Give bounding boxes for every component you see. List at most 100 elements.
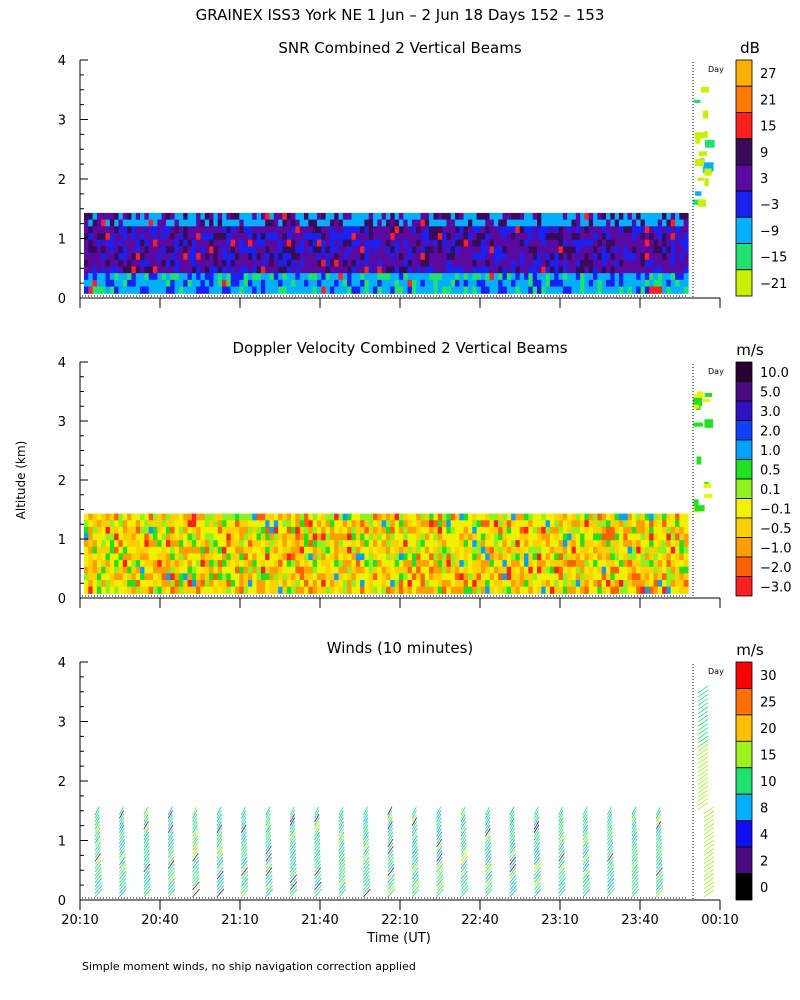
x-tick-label: 20:10 [61, 913, 98, 928]
snr-colorbar-swatch [735, 216, 753, 244]
wind-colorbar-label: 4 [760, 828, 768, 843]
wind-colorbar-label: 25 [760, 696, 777, 711]
wind-colorbar-unit: m/s [736, 641, 764, 659]
dop-colorbar-swatch [735, 459, 753, 480]
dop-colorbar-label: −0.1 [760, 502, 792, 517]
dop-colorbar-label: 0.5 [760, 463, 781, 478]
snr-y-tick-label: 1 [58, 233, 66, 248]
dop-colorbar-swatch [735, 439, 753, 460]
snr-colorbar-swatch [735, 164, 753, 192]
dop-colorbar-label: 5.0 [760, 385, 781, 400]
dop-colorbar-swatch [735, 498, 753, 519]
dop-colorbar-swatch [735, 420, 753, 441]
dop-field [84, 391, 714, 594]
footnote: Simple moment winds, no ship navigation … [82, 960, 416, 973]
snr-y-tick-label: 4 [58, 54, 66, 69]
dop-colorbar-label: 0.1 [760, 483, 781, 498]
snr-colorbar-label: 3 [760, 172, 768, 187]
y-axis-label: Altitude (km) [14, 441, 28, 520]
snr-colorbar-label: 15 [760, 120, 777, 135]
snr-y-tick-label: 3 [58, 114, 66, 129]
wind-colorbar-label: 2 [760, 854, 768, 869]
snr-colorbar-label: −3 [760, 198, 779, 213]
wind-y-tick-label: 0 [58, 894, 66, 909]
dop-colorbar-label: 10.0 [760, 366, 789, 381]
dop-colorbar-swatch [735, 537, 753, 558]
winds-panel-title: Winds (10 minutes) [327, 639, 474, 657]
snr-colorbar-label: −15 [760, 251, 787, 266]
snr-y-tick-label: 0 [58, 292, 66, 307]
dop-colorbar-label: −3.0 [760, 580, 792, 595]
dop-day-label: Day [708, 367, 724, 376]
dop-colorbar-label: −2.0 [760, 561, 792, 576]
dop-colorbar-unit: m/s [736, 341, 764, 359]
wind-colorbar-swatch [735, 873, 753, 901]
snr-colorbar-swatch [735, 112, 753, 140]
wind-colorbar-swatch [735, 688, 753, 716]
dop-colorbar-swatch [735, 381, 753, 402]
dop-colorbar-label: 3.0 [760, 405, 781, 420]
dop-colorbar-swatch [735, 576, 753, 597]
wind-colorbar-swatch [735, 661, 753, 689]
snr-colorbar-swatch [735, 59, 753, 87]
wind-y-tick-label: 1 [58, 835, 66, 850]
wind-colorbar-swatch [735, 820, 753, 848]
snr-colorbar-swatch [735, 85, 753, 113]
panels: Day0123427211593−3−9−15−21dBDay0123410.0… [58, 39, 792, 928]
dop-colorbar-label: −1.0 [760, 541, 792, 556]
x-tick-label: 23:40 [621, 913, 658, 928]
x-tick-label: 20:40 [141, 913, 178, 928]
wind-y-tick-label: 4 [58, 656, 66, 671]
wind-colorbar-label: 30 [760, 669, 777, 684]
x-axis-label: Time (UT) [366, 931, 431, 946]
panel-dop: Day 0 1 2 3 4 10.0 5.0 3.0 2.0 1.0 0.5 0.1 −0.1 −0.5 −1… [58, 341, 792, 608]
panel-snr: Day 0 1 2 3 4 27 21 15 9 3 −3 −9 −15 −21 dB [58, 39, 787, 308]
dop-y-tick-label: 0 [58, 592, 66, 607]
snr-panel-title: SNR Combined 2 Vertical Beams [278, 39, 521, 57]
dop-y-tick-label: 2 [58, 474, 66, 489]
snr-colorbar-swatch [735, 190, 753, 218]
x-tick-label: 23:10 [541, 913, 578, 928]
wind-colorbar-label: 8 [760, 801, 768, 816]
snr-colorbar-swatch [735, 269, 753, 297]
snr-colorbar-unit: dB [740, 39, 760, 57]
dop-colorbar-swatch [735, 556, 753, 577]
dop-colorbar-swatch [735, 517, 753, 538]
x-tick-label: 22:10 [381, 913, 418, 928]
wind-colorbar-swatch [735, 846, 753, 874]
snr-colorbar-label: 21 [760, 93, 777, 108]
wind-colorbar-swatch [735, 740, 753, 769]
wind-colorbar-swatch [735, 793, 753, 822]
wind-colorbar-swatch [735, 767, 753, 795]
snr-day-label: Day [708, 65, 724, 74]
snr-field [84, 86, 715, 294]
dop-colorbar-label: 1.0 [760, 444, 781, 459]
wind-colorbar-swatch [735, 714, 753, 742]
wind-field [94, 685, 715, 898]
wind-y-tick-label: 2 [58, 775, 66, 790]
wind-day-label: Day [708, 667, 724, 676]
snr-colorbar: 27 21 15 9 3 −3 −9 −15 −21 dB [735, 39, 787, 297]
dop-colorbar-swatch [735, 400, 753, 421]
wind-colorbar-label: 20 [760, 722, 777, 737]
doppler-panel-title: Doppler Velocity Combined 2 Vertical Bea… [232, 339, 567, 357]
dop-colorbar-swatch [735, 361, 753, 382]
dop-y-tick-label: 3 [58, 415, 66, 430]
dop-colorbar-swatch [735, 478, 753, 499]
snr-colorbar-swatch [735, 138, 753, 166]
figure-title: GRAINEX ISS3 York NE 1 Jun – 2 Jun 18 Da… [196, 6, 605, 24]
snr-y-tick-label: 2 [58, 173, 66, 188]
snr-colorbar-swatch [735, 243, 753, 271]
snr-colorbar-label: 9 [760, 146, 768, 161]
wind-colorbar-label: 0 [760, 881, 768, 896]
x-tick-label: 21:10 [221, 913, 258, 928]
x-tick-label: 00:10 [701, 913, 738, 928]
wind-colorbar-label: 15 [760, 749, 777, 764]
snr-colorbar-label: −9 [760, 224, 779, 239]
dop-colorbar: 10.0 5.0 3.0 2.0 1.0 0.5 0.1 −0.1 −0.5 −1.0 −2.0 −3… [735, 341, 792, 597]
x-tick-label: 22:40 [461, 913, 498, 928]
dop-y-tick-label: 4 [58, 356, 66, 371]
